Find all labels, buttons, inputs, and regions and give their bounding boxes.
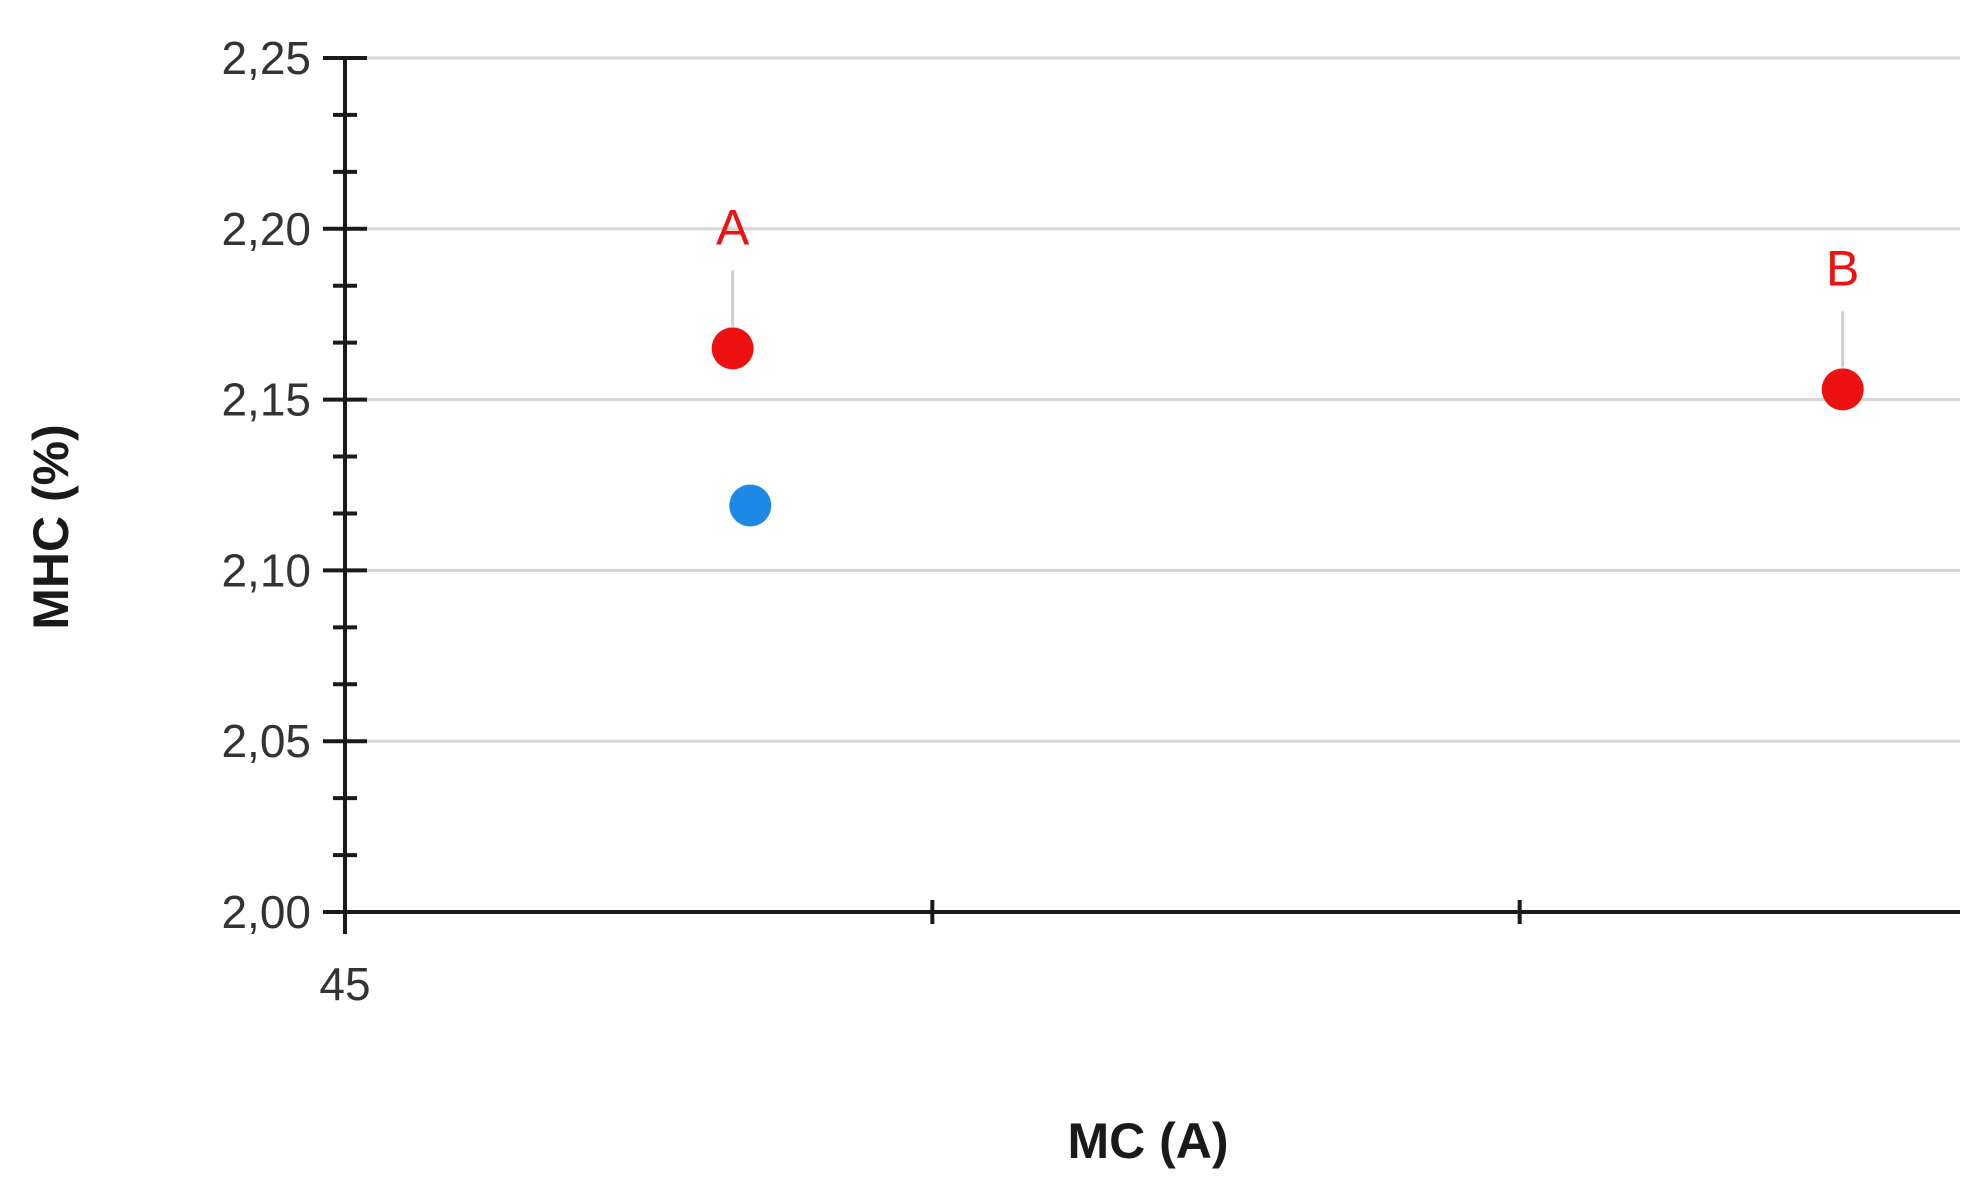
grid	[345, 56, 1960, 743]
highlighted-point-a	[711, 327, 754, 370]
axes	[323, 56, 1960, 934]
y-tick-label: 2,15	[221, 374, 311, 426]
y-tick-label: 2,05	[221, 715, 311, 767]
highlighted-point-b	[1821, 368, 1864, 411]
point-label-b: B	[1826, 240, 1859, 296]
x-axis-title: MC (A)	[1067, 1113, 1228, 1169]
x-tick-label: 45	[319, 958, 370, 1010]
tick-labels: 2,002,052,102,152,202,254550556065	[221, 32, 370, 1010]
y-tick-label: 2,25	[221, 32, 311, 84]
data-point	[729, 484, 772, 527]
y-axis-title: MHC (%)	[23, 424, 79, 630]
point-label-a: A	[716, 199, 750, 255]
y-tick-label: 2,00	[221, 886, 311, 938]
data-points	[711, 327, 1864, 527]
y-tick-label: 2,10	[221, 544, 311, 596]
point-labels: ABC	[716, 199, 1859, 368]
y-tick-label: 2,20	[221, 203, 311, 255]
